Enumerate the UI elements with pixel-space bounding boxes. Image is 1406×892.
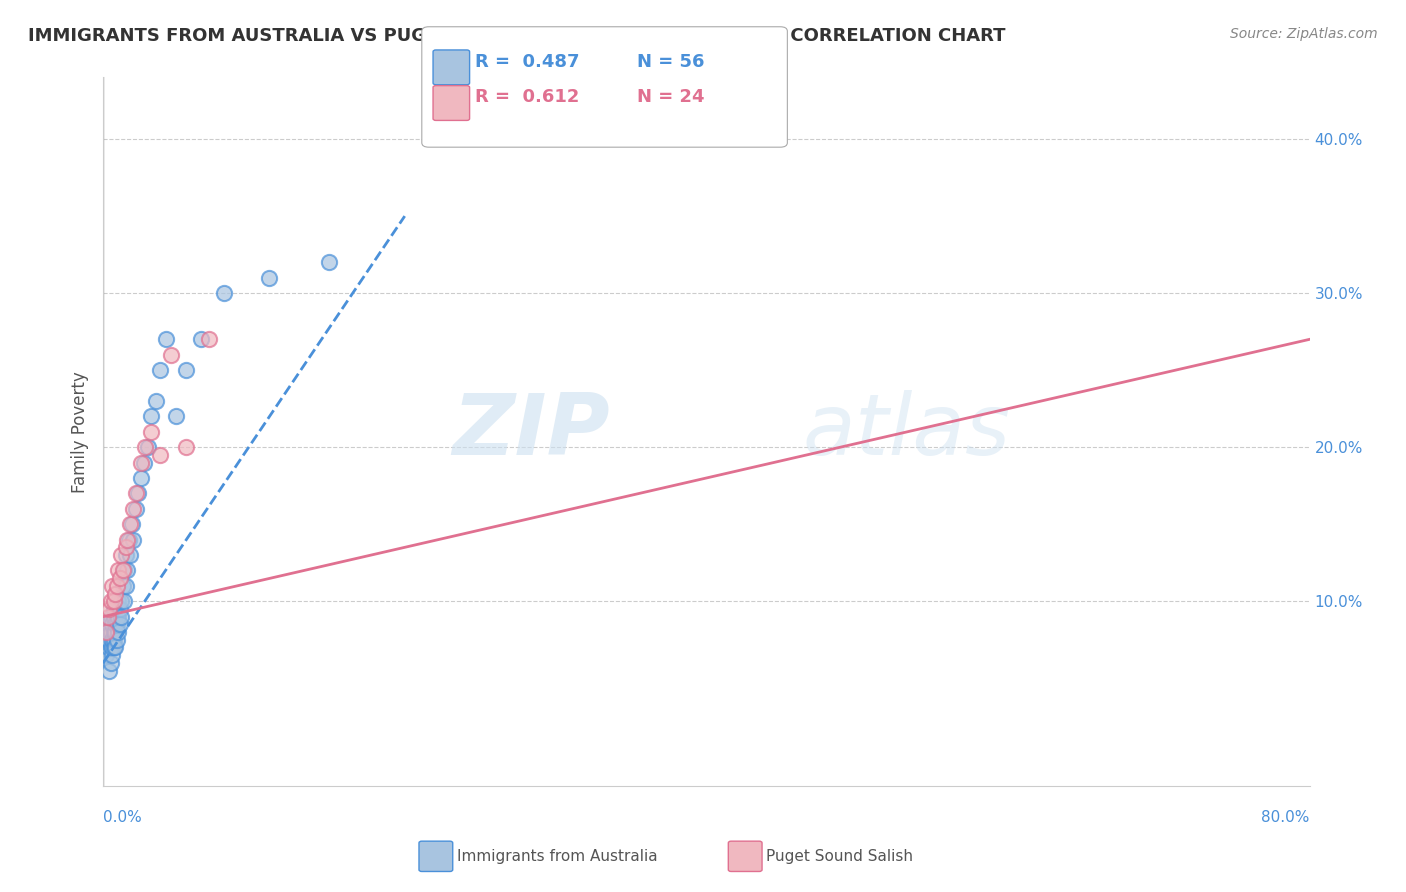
Point bbox=[107, 564, 129, 578]
Text: Immigrants from Australia: Immigrants from Australia bbox=[457, 849, 658, 863]
Point bbox=[127, 486, 149, 500]
Point bbox=[103, 632, 125, 647]
Point bbox=[132, 456, 155, 470]
Point bbox=[120, 548, 142, 562]
Point bbox=[318, 255, 340, 269]
Point bbox=[129, 471, 152, 485]
Point bbox=[149, 448, 172, 462]
Point bbox=[103, 640, 125, 655]
Point bbox=[107, 625, 129, 640]
Text: ZIP: ZIP bbox=[453, 391, 610, 474]
Point bbox=[141, 425, 163, 439]
Point bbox=[97, 640, 120, 655]
Point bbox=[108, 602, 131, 616]
Point bbox=[100, 625, 122, 640]
Point bbox=[197, 332, 219, 346]
Point bbox=[145, 394, 167, 409]
Point bbox=[125, 486, 148, 500]
Point bbox=[125, 501, 148, 516]
Point bbox=[103, 609, 125, 624]
Point bbox=[94, 625, 117, 640]
Point bbox=[118, 533, 141, 547]
Point bbox=[108, 571, 131, 585]
Point bbox=[114, 541, 136, 555]
Point bbox=[107, 609, 129, 624]
Point bbox=[122, 533, 145, 547]
Text: N = 24: N = 24 bbox=[637, 88, 704, 106]
Point bbox=[134, 440, 156, 454]
Point bbox=[100, 656, 122, 670]
Point bbox=[100, 609, 122, 624]
Point bbox=[141, 409, 163, 424]
Point bbox=[108, 617, 131, 632]
Text: atlas: atlas bbox=[803, 391, 1011, 474]
Point bbox=[114, 579, 136, 593]
Point bbox=[212, 286, 235, 301]
Point bbox=[110, 548, 132, 562]
Point bbox=[174, 440, 197, 454]
Text: N = 56: N = 56 bbox=[637, 53, 704, 70]
Point bbox=[97, 632, 120, 647]
Point bbox=[101, 648, 124, 663]
Point bbox=[97, 609, 120, 624]
Point bbox=[110, 609, 132, 624]
Point bbox=[120, 517, 142, 532]
Point bbox=[165, 409, 187, 424]
Point bbox=[103, 625, 125, 640]
Point bbox=[112, 594, 135, 608]
Point bbox=[174, 363, 197, 377]
Point bbox=[104, 625, 127, 640]
Text: R =  0.487: R = 0.487 bbox=[475, 53, 579, 70]
Point bbox=[110, 594, 132, 608]
Y-axis label: Family Poverty: Family Poverty bbox=[72, 371, 89, 492]
Point bbox=[138, 440, 160, 454]
Point bbox=[101, 640, 124, 655]
Point bbox=[117, 533, 139, 547]
Point bbox=[105, 632, 128, 647]
Text: Source: ZipAtlas.com: Source: ZipAtlas.com bbox=[1230, 27, 1378, 41]
Point bbox=[94, 648, 117, 663]
Point bbox=[257, 270, 280, 285]
Point bbox=[117, 564, 139, 578]
Text: 0.0%: 0.0% bbox=[103, 810, 142, 824]
Point bbox=[100, 594, 122, 608]
Point bbox=[101, 632, 124, 647]
Point bbox=[104, 640, 127, 655]
Point bbox=[112, 564, 135, 578]
Point bbox=[104, 586, 127, 600]
Point bbox=[103, 594, 125, 608]
Point bbox=[98, 625, 121, 640]
Point bbox=[100, 640, 122, 655]
Text: R =  0.612: R = 0.612 bbox=[475, 88, 579, 106]
Point bbox=[98, 602, 121, 616]
Point bbox=[107, 594, 129, 608]
Point bbox=[98, 664, 121, 678]
Point bbox=[160, 348, 183, 362]
Text: Puget Sound Salish: Puget Sound Salish bbox=[766, 849, 914, 863]
Point bbox=[155, 332, 177, 346]
Point bbox=[111, 579, 134, 593]
Point bbox=[114, 548, 136, 562]
Point bbox=[103, 602, 125, 616]
Point bbox=[121, 517, 143, 532]
Point bbox=[105, 617, 128, 632]
Point bbox=[129, 456, 152, 470]
Point bbox=[105, 579, 128, 593]
Point bbox=[190, 332, 212, 346]
Point bbox=[101, 617, 124, 632]
Point bbox=[149, 363, 172, 377]
Point bbox=[101, 579, 124, 593]
Point bbox=[98, 617, 121, 632]
Text: IMMIGRANTS FROM AUSTRALIA VS PUGET SOUND SALISH FAMILY POVERTY CORRELATION CHART: IMMIGRANTS FROM AUSTRALIA VS PUGET SOUND… bbox=[28, 27, 1005, 45]
Point bbox=[122, 501, 145, 516]
Point bbox=[104, 617, 127, 632]
Text: 80.0%: 80.0% bbox=[1261, 810, 1309, 824]
Point bbox=[111, 564, 134, 578]
